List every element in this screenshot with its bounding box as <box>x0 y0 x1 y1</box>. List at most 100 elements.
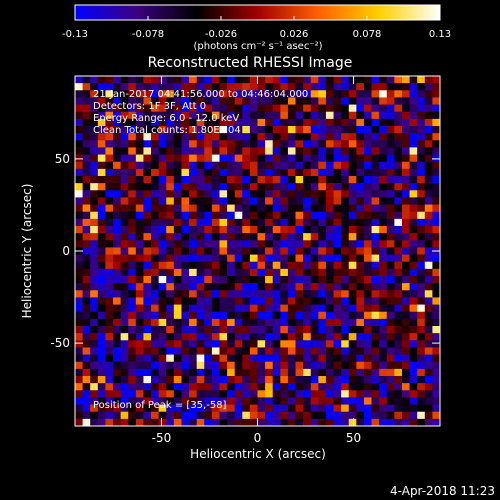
heatmap-cell <box>189 297 198 305</box>
heatmap-cell <box>189 376 198 384</box>
heatmap-cell <box>424 383 433 391</box>
heatmap-cell <box>310 404 319 413</box>
heatmap-cell <box>113 168 122 177</box>
heatmap-cell <box>82 368 91 377</box>
heatmap-cell <box>424 183 433 191</box>
heatmap-cell <box>173 233 182 241</box>
heatmap-cell <box>363 283 372 291</box>
heatmap-cell <box>204 311 213 320</box>
heatmap-cell <box>371 97 380 105</box>
heatmap-cell <box>181 183 190 191</box>
heatmap-cell <box>227 347 236 355</box>
heatmap-cell <box>401 276 410 284</box>
heatmap-cell <box>189 183 198 191</box>
heatmap-cell <box>105 104 114 113</box>
heatmap-cell <box>401 90 410 98</box>
heatmap-cell <box>204 247 213 255</box>
heatmap-cell <box>371 83 380 91</box>
heatmap-cell <box>417 247 426 255</box>
heatmap-cell <box>135 76 144 84</box>
heatmap-cell <box>143 240 152 248</box>
heatmap-cell <box>82 147 91 155</box>
heatmap-cell <box>432 197 441 205</box>
heatmap-cell <box>318 154 327 163</box>
heatmap-cell <box>242 240 251 248</box>
heatmap-cell <box>417 197 426 205</box>
heatmap-cell <box>356 240 365 248</box>
heatmap-cell <box>82 254 91 263</box>
heatmap-cell <box>303 247 312 255</box>
heatmap-cell <box>341 304 350 313</box>
heatmap-cell <box>143 111 152 120</box>
heatmap-cell <box>341 204 350 213</box>
heatmap-cell <box>325 240 334 248</box>
heatmap-cell <box>401 354 410 363</box>
heatmap-cell <box>204 83 213 91</box>
heatmap-cell <box>272 190 281 198</box>
heatmap-cell <box>143 233 152 241</box>
heatmap-cell <box>257 297 266 305</box>
heatmap-cell <box>105 226 114 234</box>
heatmap-cell <box>318 347 327 355</box>
heatmap-cell <box>219 290 228 298</box>
heatmap-cell <box>371 290 380 298</box>
heatmap-cell <box>143 226 152 234</box>
heatmap-cell <box>173 83 182 91</box>
heatmap-cell <box>211 111 220 120</box>
heatmap-cell <box>173 197 182 205</box>
heatmap-cell <box>379 190 388 198</box>
heatmap-cell <box>249 183 258 191</box>
heatmap-cell <box>356 211 365 220</box>
heatmap-cell <box>211 311 220 320</box>
heatmap-cell <box>401 290 410 298</box>
heatmap-cell <box>151 297 160 305</box>
heatmap-cell <box>196 111 205 120</box>
heatmap-cell <box>105 233 114 241</box>
heatmap-cell <box>151 383 160 391</box>
heatmap-cell <box>234 368 243 377</box>
heatmap-cell <box>363 147 372 155</box>
heatmap-cell <box>97 390 106 398</box>
heatmap-cell <box>265 411 274 420</box>
heatmap-cell <box>196 190 205 198</box>
heatmap-cell <box>151 211 160 220</box>
heatmap-cell <box>90 76 99 84</box>
heatmap-cell <box>105 240 114 248</box>
heatmap-cell <box>242 261 251 270</box>
heatmap-cell <box>173 133 182 141</box>
heatmap-cell <box>303 297 312 305</box>
heatmap-cell <box>128 304 137 313</box>
heatmap-cell <box>143 283 152 291</box>
heatmap-cell <box>234 118 243 127</box>
heatmap-cell <box>325 290 334 298</box>
heatmap-cell <box>196 97 205 105</box>
heatmap-cell <box>234 97 243 105</box>
heatmap-cell <box>128 261 137 270</box>
heatmap-cell <box>97 211 106 220</box>
heatmap-cell <box>272 340 281 348</box>
heatmap-cell <box>75 347 83 355</box>
heatmap-cell <box>75 261 83 270</box>
heatmap-cell <box>82 211 91 220</box>
heatmap-cell <box>151 418 160 427</box>
heatmap-cell <box>158 204 167 213</box>
heatmap-cell <box>189 318 198 327</box>
heatmap-cell <box>272 133 281 141</box>
heatmap-cell <box>227 304 236 313</box>
heatmap-cell <box>173 297 182 305</box>
heatmap-cell <box>219 276 228 284</box>
heatmap-cell <box>75 326 83 334</box>
heatmap-cell <box>97 140 106 148</box>
heatmap-cell <box>295 176 304 184</box>
heatmap-cell <box>409 147 418 155</box>
heatmap-cell <box>409 304 418 313</box>
heatmap-cell <box>371 104 380 113</box>
heatmap-cell <box>151 90 160 98</box>
heatmap-cell <box>386 97 395 105</box>
heatmap-cell <box>135 418 144 427</box>
heatmap-cell <box>287 83 296 91</box>
heatmap-cell <box>173 283 182 291</box>
heatmap-cell <box>379 218 388 227</box>
heatmap-cell <box>394 154 403 163</box>
